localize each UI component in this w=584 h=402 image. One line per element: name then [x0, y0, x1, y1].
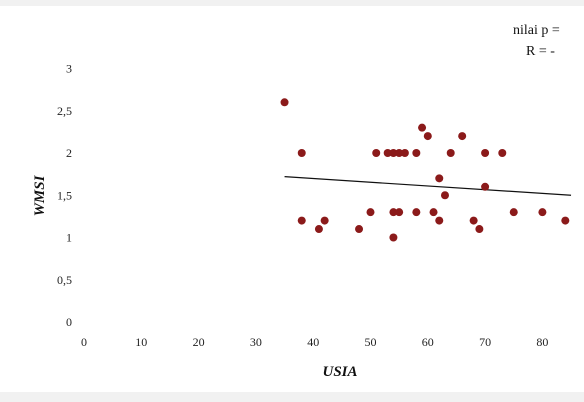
- data-point: [561, 216, 570, 225]
- data-point: [412, 208, 421, 217]
- data-point: [395, 149, 404, 157]
- bottom-scan-edge: [0, 392, 584, 402]
- data-point: [435, 216, 444, 225]
- data-point: [509, 208, 518, 217]
- data-point: [440, 191, 449, 200]
- data-point: [538, 208, 547, 217]
- y-axis-title: WMSI: [32, 174, 48, 216]
- data-point: [395, 208, 404, 217]
- data-point: [314, 225, 323, 234]
- data-point: [475, 225, 484, 234]
- top-scan-edge: [0, 0, 584, 6]
- data-point: [412, 149, 421, 157]
- data-point: [458, 132, 467, 141]
- x-tick-label: 70: [479, 335, 491, 349]
- y-tick-label: 0,5: [57, 273, 72, 287]
- x-tick-label: 80: [536, 335, 548, 349]
- data-point: [355, 225, 364, 234]
- data-point: [297, 216, 306, 225]
- data-point: [469, 216, 478, 225]
- y-tick-label: 3: [66, 62, 72, 76]
- y-tick-label: 0: [66, 315, 72, 329]
- y-tick-label: 1: [66, 231, 72, 245]
- data-point: [498, 149, 507, 157]
- data-point: [372, 149, 381, 157]
- data-point: [481, 149, 490, 157]
- trendline: [284, 176, 572, 196]
- trendline-group: [284, 176, 572, 196]
- data-point: [383, 149, 392, 157]
- y-tick-label: 1,5: [57, 188, 72, 202]
- data-points: [280, 98, 570, 242]
- data-point: [366, 208, 375, 217]
- x-axis-title: USIA: [322, 364, 357, 380]
- data-point: [423, 132, 432, 141]
- data-point: [418, 123, 427, 132]
- data-point: [389, 149, 398, 157]
- data-point: [400, 149, 409, 157]
- x-tick-label: 50: [365, 335, 377, 349]
- p-value-annotation: nilai p =: [513, 23, 560, 38]
- x-tick-label: 30: [250, 335, 262, 349]
- data-point: [481, 182, 490, 191]
- x-tick-label: 20: [193, 335, 205, 349]
- data-point: [389, 233, 398, 242]
- x-axis-ticks: 0 10 20 30 40 50 60 70 80: [81, 335, 548, 349]
- data-point: [435, 174, 444, 183]
- data-point: [446, 149, 455, 157]
- r-value-annotation: R = -: [526, 44, 555, 59]
- data-point: [389, 208, 398, 217]
- y-tick-label: 2,5: [57, 104, 72, 118]
- data-point: [280, 98, 289, 107]
- x-tick-label: 40: [307, 335, 319, 349]
- data-point: [429, 208, 438, 217]
- data-point: [320, 216, 329, 225]
- x-tick-label: 0: [81, 335, 87, 349]
- data-point: [297, 149, 306, 157]
- x-tick-label: 10: [135, 335, 147, 349]
- y-tick-label: 2: [66, 146, 72, 160]
- y-axis-ticks: 0 0,5 1 1,5 2 2,5 3: [57, 62, 72, 330]
- x-tick-label: 60: [422, 335, 434, 349]
